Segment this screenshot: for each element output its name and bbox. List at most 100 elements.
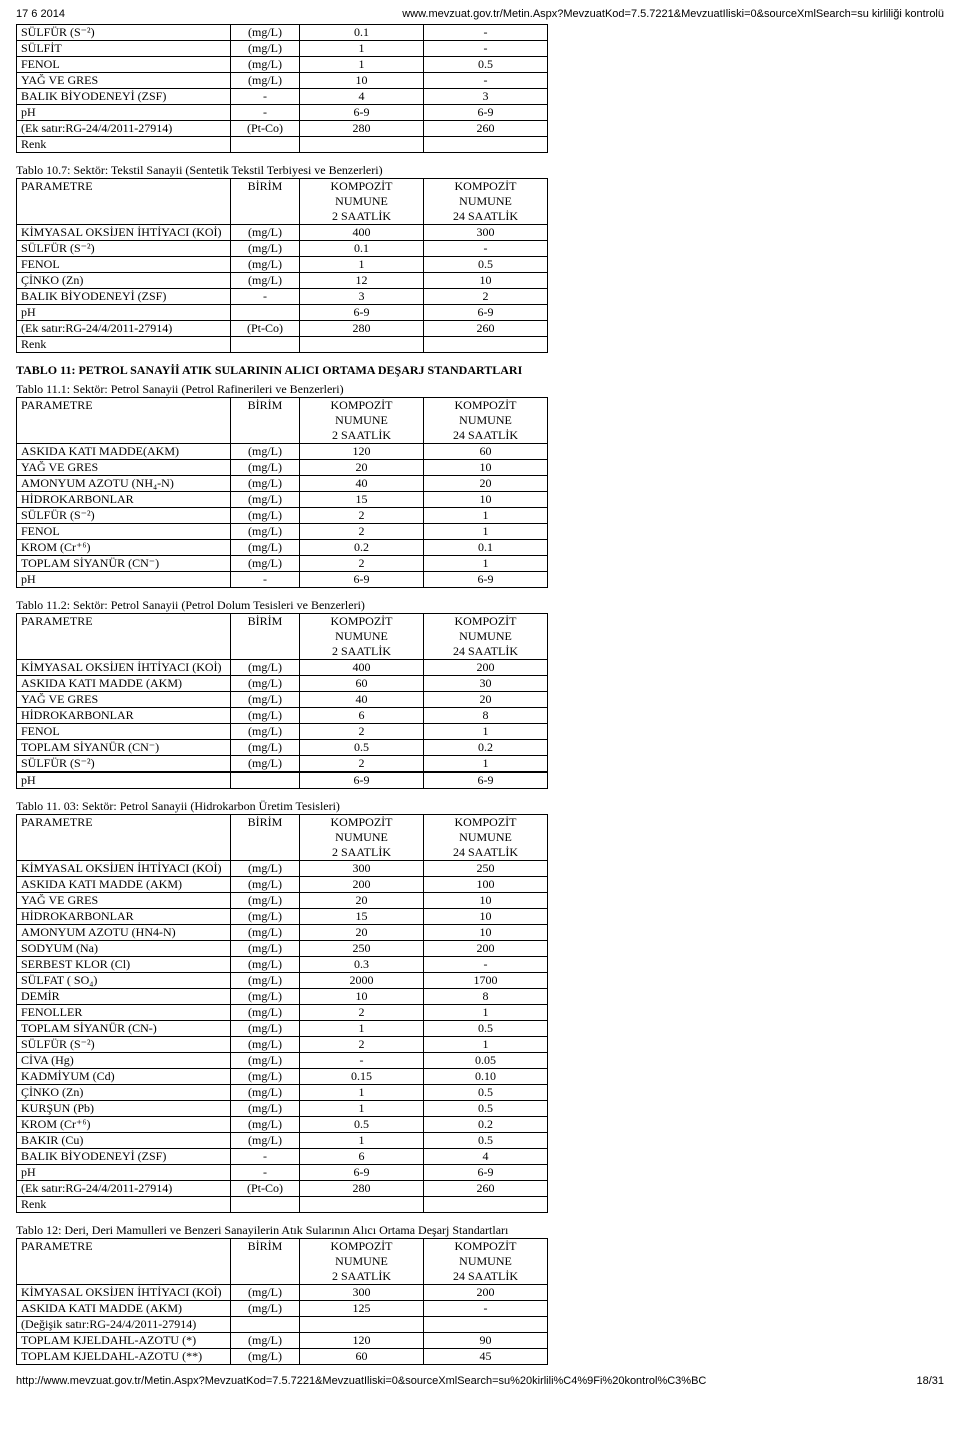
cell-2h: 1 — [300, 1021, 424, 1037]
cell-param: CİVA (Hg) — [17, 1053, 231, 1069]
cell-2h: - — [300, 1053, 424, 1069]
cell-param: pH — [17, 1165, 231, 1181]
cell-24h: 90 — [424, 1333, 548, 1349]
th-param: PARAMETRE — [17, 815, 231, 861]
cell-24h: 6-9 — [424, 105, 548, 121]
table-row: YAĞ VE GRES(mg/L)10- — [17, 73, 548, 89]
cell-2h: 0.15 — [300, 1069, 424, 1085]
table-row: ASKIDA KATI MADDE (AKM)(mg/L)200100 — [17, 877, 548, 893]
cell-param: (Ek satır:RG-24/4/2011-27914) — [17, 1181, 231, 1197]
cell-24h: 0.5 — [424, 57, 548, 73]
cell-24h: 0.2 — [424, 1117, 548, 1133]
cell-param: Renk — [17, 1197, 231, 1213]
cell-unit: (Pt-Co) — [231, 1181, 300, 1197]
cell-2h: 2 — [300, 724, 424, 740]
cell-param: HİDROKARBONLAR — [17, 492, 231, 508]
cell-unit: (mg/L) — [231, 1085, 300, 1101]
cell-unit: (mg/L) — [231, 1037, 300, 1053]
cell-2h: 6-9 — [300, 572, 424, 588]
table-row: SÜLFÜR (S⁻²)(mg/L)21 — [17, 1037, 548, 1053]
cell-24h: 1700 — [424, 973, 548, 989]
cell-param: ASKIDA KATI MADDE (AKM) — [17, 676, 231, 692]
cell-2h: 60 — [300, 676, 424, 692]
cell-unit — [231, 337, 300, 353]
cell-2h: 300 — [300, 1285, 424, 1301]
cell-24h: 6-9 — [424, 572, 548, 588]
table-row: TOPLAM SİYANÜR (CN⁻)(mg/L)21 — [17, 556, 548, 572]
cell-2h: 6 — [300, 708, 424, 724]
table-row: TOPLAM SİYANÜR (CN-)(mg/L)10.5 — [17, 1021, 548, 1037]
th-c2: KOMPOZİTNUMUNE2 SAATLİK — [300, 815, 424, 861]
cell-param: KADMİYUM (Cd) — [17, 1069, 231, 1085]
cell-param: KİMYASAL OKSİJEN İHTİYACI (KOİ) — [17, 861, 231, 877]
cell-unit: (mg/L) — [231, 1005, 300, 1021]
table-row: BALIK BİYODENEYİ (ZSF)-32 — [17, 289, 548, 305]
cell-2h: 4 — [300, 89, 424, 105]
cell-unit: (mg/L) — [231, 73, 300, 89]
cell-unit: (mg/L) — [231, 41, 300, 57]
cell-24h: 6-9 — [424, 1165, 548, 1181]
cell-2h: 2 — [300, 1005, 424, 1021]
table-11-03: PARAMETRE BİRİM KOMPOZİTNUMUNE2 SAATLİK … — [16, 814, 548, 1213]
cell-24h: 8 — [424, 708, 548, 724]
table-row: KROM (Cr⁺⁶)(mg/L)0.50.2 — [17, 1117, 548, 1133]
table-row: pH-6-96-9 — [17, 1165, 548, 1181]
th-c2: KOMPOZİTNUMUNE2 SAATLİK — [300, 614, 424, 660]
cell-24h: 10 — [424, 925, 548, 941]
cell-unit: (mg/L) — [231, 1069, 300, 1085]
th-c24: KOMPOZİTNUMUNE24 SAATLİK — [424, 179, 548, 225]
cell-param: HİDROKARBONLAR — [17, 909, 231, 925]
cell-unit: (mg/L) — [231, 877, 300, 893]
cell-param: ASKIDA KATI MADDE (AKM) — [17, 1301, 231, 1317]
table-row: BALIK BİYODENEYİ (ZSF)-43 — [17, 89, 548, 105]
cell-unit: - — [231, 1149, 300, 1165]
caption-11-2: Tablo 11.2: Sektör: Petrol Sanayii (Petr… — [16, 598, 944, 613]
caption-12: Tablo 12: Deri, Deri Mamulleri ve Benzer… — [16, 1223, 944, 1238]
cell-2h: 1 — [300, 257, 424, 273]
cell-unit: (Pt-Co) — [231, 321, 300, 337]
cell-2h: 280 — [300, 121, 424, 137]
cell-param: KİMYASAL OKSİJEN İHTİYACI (KOİ) — [17, 225, 231, 241]
page-footer: http://www.mevzuat.gov.tr/Metin.Aspx?Mev… — [16, 1375, 944, 1387]
th-c24: KOMPOZİTNUMUNE24 SAATLİK — [424, 398, 548, 444]
cell-unit: (mg/L) — [231, 692, 300, 708]
table-row: pH6-96-9 — [17, 305, 548, 321]
cell-2h: 125 — [300, 1301, 424, 1317]
th-param: PARAMETRE — [17, 179, 231, 225]
cell-unit: - — [231, 105, 300, 121]
cell-2h: 0.5 — [300, 740, 424, 756]
table-row: HİDROKARBONLAR(mg/L)68 — [17, 708, 548, 724]
cell-24h: 20 — [424, 476, 548, 492]
table-row: (Ek satır:RG-24/4/2011-27914)(Pt-Co)2802… — [17, 1181, 548, 1197]
cell-unit: - — [231, 289, 300, 305]
cell-2h: 0.1 — [300, 25, 424, 41]
cell-param: SÜLFAT ( SO₄) — [17, 973, 231, 989]
cell-24h: 10 — [424, 273, 548, 289]
cell-24h: 4 — [424, 1149, 548, 1165]
cell-24h: 0.5 — [424, 1101, 548, 1117]
cell-unit: (mg/L) — [231, 989, 300, 1005]
cell-unit: (mg/L) — [231, 1053, 300, 1069]
cell-param: TOPLAM KJELDAHL-AZOTU (*) — [17, 1333, 231, 1349]
table-row: CİVA (Hg)(mg/L)-0.05 — [17, 1053, 548, 1069]
cell-param: BALIK BİYODENEYİ (ZSF) — [17, 1149, 231, 1165]
cell-unit: (mg/L) — [231, 273, 300, 289]
cell-param: FENOL — [17, 257, 231, 273]
cell-2h: 1 — [300, 41, 424, 57]
th-c24: KOMPOZİTNUMUNE24 SAATLİK — [424, 815, 548, 861]
cell-24h: 6-9 — [424, 773, 548, 789]
cell-unit: (mg/L) — [231, 444, 300, 460]
cell-24h: 0.5 — [424, 1021, 548, 1037]
cell-param: ÇİNKO (Zn) — [17, 273, 231, 289]
cell-unit: (mg/L) — [231, 1021, 300, 1037]
cell-unit: - — [231, 1165, 300, 1181]
th-c2: KOMPOZİTNUMUNE2 SAATLİK — [300, 398, 424, 444]
cell-24h: - — [424, 957, 548, 973]
cell-param: YAĞ VE GRES — [17, 692, 231, 708]
cell-unit: (mg/L) — [231, 1301, 300, 1317]
cell-param: HİDROKARBONLAR — [17, 708, 231, 724]
cell-2h: 120 — [300, 444, 424, 460]
cell-2h: 400 — [300, 225, 424, 241]
cell-param: YAĞ VE GRES — [17, 73, 231, 89]
cell-param: ÇİNKO (Zn) — [17, 1085, 231, 1101]
